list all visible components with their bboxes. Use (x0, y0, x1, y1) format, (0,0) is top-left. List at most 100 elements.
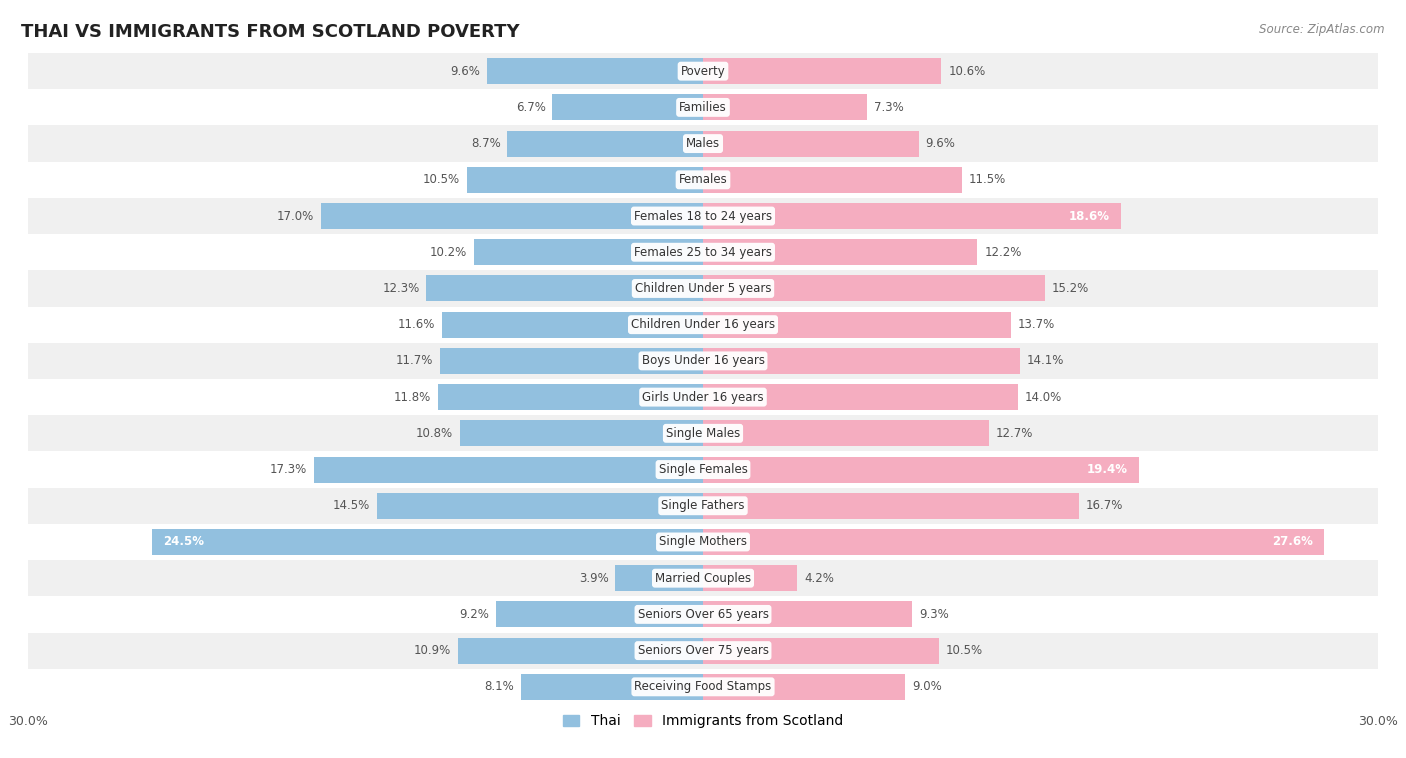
Bar (703, 203, 1122, 229)
Bar (703, 275, 1045, 302)
Text: 7.3%: 7.3% (875, 101, 904, 114)
Bar (703, 456, 1139, 483)
Bar (28, 669, 1378, 705)
Text: 17.0%: 17.0% (277, 209, 314, 223)
Text: 10.5%: 10.5% (946, 644, 983, 657)
Text: 11.7%: 11.7% (395, 355, 433, 368)
Text: Married Couples: Married Couples (655, 572, 751, 584)
Bar (314, 456, 703, 483)
Bar (616, 565, 703, 591)
Bar (28, 632, 1378, 669)
Text: 14.0%: 14.0% (1025, 390, 1062, 403)
Text: 15.2%: 15.2% (1052, 282, 1088, 295)
Bar (703, 384, 1018, 410)
Text: 17.3%: 17.3% (270, 463, 307, 476)
Bar (703, 58, 942, 84)
Bar (703, 312, 1011, 338)
Text: Poverty: Poverty (681, 64, 725, 77)
Text: Girls Under 16 years: Girls Under 16 years (643, 390, 763, 403)
Text: Single Mothers: Single Mothers (659, 535, 747, 549)
Text: 3.9%: 3.9% (579, 572, 609, 584)
Bar (703, 601, 912, 628)
Bar (28, 89, 1378, 126)
Text: Females 25 to 34 years: Females 25 to 34 years (634, 246, 772, 258)
Text: 12.7%: 12.7% (995, 427, 1033, 440)
Text: 19.4%: 19.4% (1087, 463, 1128, 476)
Bar (520, 674, 703, 700)
Text: Males: Males (686, 137, 720, 150)
Text: 12.3%: 12.3% (382, 282, 419, 295)
Bar (703, 420, 988, 446)
Text: Children Under 5 years: Children Under 5 years (634, 282, 772, 295)
Text: 14.5%: 14.5% (333, 500, 370, 512)
Text: Seniors Over 75 years: Seniors Over 75 years (637, 644, 769, 657)
Text: Single Fathers: Single Fathers (661, 500, 745, 512)
Text: Children Under 16 years: Children Under 16 years (631, 318, 775, 331)
Text: 10.8%: 10.8% (416, 427, 453, 440)
Bar (28, 524, 1378, 560)
Text: 4.2%: 4.2% (804, 572, 834, 584)
Bar (441, 312, 703, 338)
Bar (152, 529, 703, 555)
Bar (28, 161, 1378, 198)
Text: Source: ZipAtlas.com: Source: ZipAtlas.com (1260, 23, 1385, 36)
Bar (703, 529, 1324, 555)
Bar (496, 601, 703, 628)
Text: 9.6%: 9.6% (450, 64, 481, 77)
Bar (703, 348, 1021, 374)
Bar (28, 415, 1378, 452)
Bar (458, 637, 703, 664)
Bar (703, 240, 977, 265)
Text: 13.7%: 13.7% (1018, 318, 1054, 331)
Text: Boys Under 16 years: Boys Under 16 years (641, 355, 765, 368)
Bar (28, 343, 1378, 379)
Text: 10.2%: 10.2% (430, 246, 467, 258)
Text: 18.6%: 18.6% (1069, 209, 1111, 223)
Text: Receiving Food Stamps: Receiving Food Stamps (634, 681, 772, 694)
Bar (508, 130, 703, 157)
Text: 10.9%: 10.9% (413, 644, 451, 657)
Bar (28, 560, 1378, 597)
Bar (377, 493, 703, 518)
Bar (28, 487, 1378, 524)
Text: Females: Females (679, 174, 727, 186)
Bar (703, 565, 797, 591)
Text: Single Males: Single Males (666, 427, 740, 440)
Text: 27.6%: 27.6% (1272, 535, 1313, 549)
Text: 9.2%: 9.2% (460, 608, 489, 621)
Bar (28, 126, 1378, 161)
Text: 11.5%: 11.5% (969, 174, 1005, 186)
Text: Single Females: Single Females (658, 463, 748, 476)
Text: 12.2%: 12.2% (984, 246, 1022, 258)
Text: 9.6%: 9.6% (925, 137, 956, 150)
Bar (440, 348, 703, 374)
Bar (426, 275, 703, 302)
Text: 14.1%: 14.1% (1026, 355, 1064, 368)
Text: 9.3%: 9.3% (920, 608, 949, 621)
Bar (474, 240, 703, 265)
Bar (321, 203, 703, 229)
Bar (703, 167, 962, 193)
Text: 10.6%: 10.6% (948, 64, 986, 77)
Text: THAI VS IMMIGRANTS FROM SCOTLAND POVERTY: THAI VS IMMIGRANTS FROM SCOTLAND POVERTY (21, 23, 520, 41)
Bar (28, 452, 1378, 487)
Text: 10.5%: 10.5% (423, 174, 460, 186)
Bar (703, 94, 868, 121)
Text: Seniors Over 65 years: Seniors Over 65 years (637, 608, 769, 621)
Text: Families: Families (679, 101, 727, 114)
Bar (28, 271, 1378, 306)
Bar (703, 493, 1078, 518)
Text: 24.5%: 24.5% (163, 535, 204, 549)
Text: 16.7%: 16.7% (1085, 500, 1123, 512)
Text: 9.0%: 9.0% (912, 681, 942, 694)
Bar (28, 234, 1378, 271)
Bar (437, 384, 703, 410)
Text: 11.6%: 11.6% (398, 318, 436, 331)
Bar (28, 306, 1378, 343)
Text: 8.1%: 8.1% (484, 681, 515, 694)
Text: 6.7%: 6.7% (516, 101, 546, 114)
Legend: Thai, Immigrants from Scotland: Thai, Immigrants from Scotland (557, 709, 849, 734)
Bar (703, 130, 920, 157)
Bar (28, 379, 1378, 415)
Bar (467, 167, 703, 193)
